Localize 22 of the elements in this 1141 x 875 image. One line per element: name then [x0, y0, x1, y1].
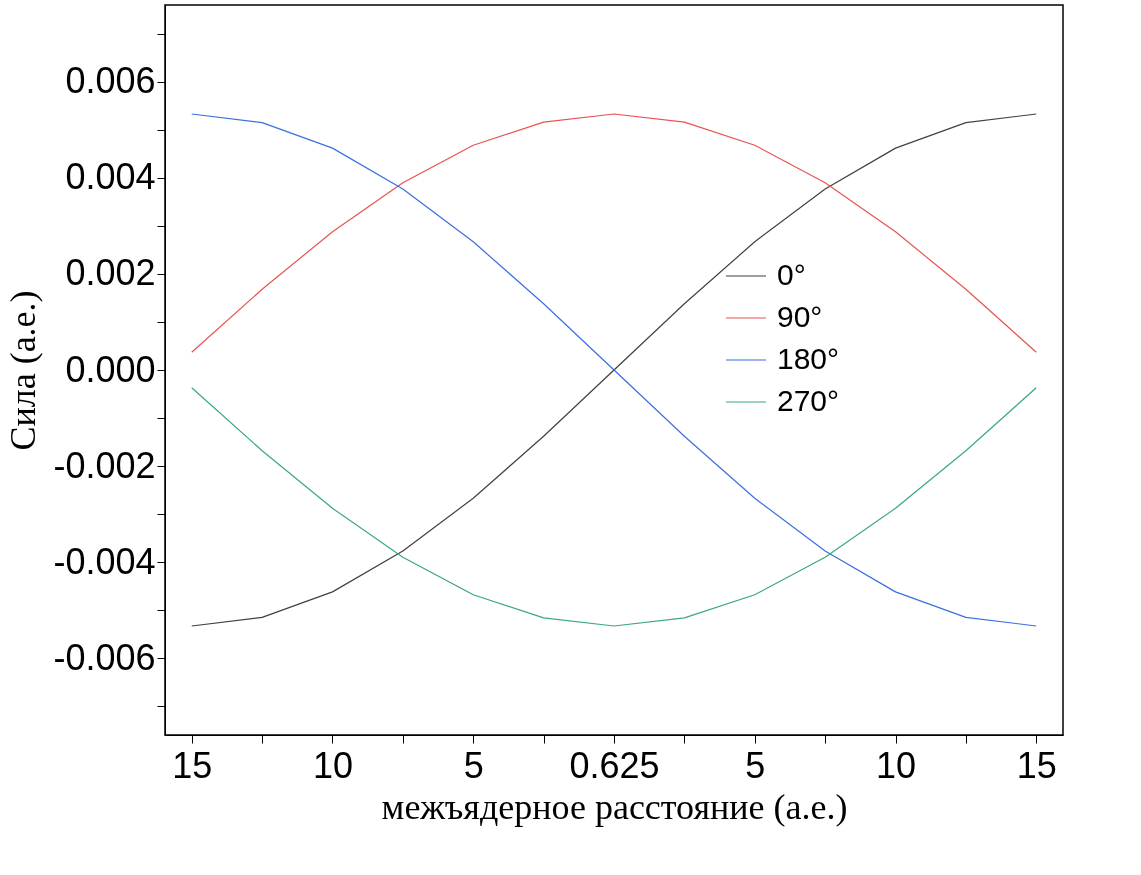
y-tick-label: -0.002 — [53, 444, 156, 486]
x-tick-label: 15 — [1016, 744, 1057, 786]
x-axis-title: межъядерное расстояние (а.е.) — [381, 786, 848, 827]
y-tick-label: -0.006 — [53, 636, 156, 678]
x-tick-label: 10 — [875, 744, 917, 786]
legend-label: 180° — [777, 342, 840, 375]
line-series — [191, 113, 1037, 627]
x-tick-label: 15 — [172, 744, 213, 786]
line-series — [191, 387, 1037, 627]
y-tick-label: 0.004 — [65, 156, 156, 198]
x-tick-label: 5 — [745, 744, 766, 786]
x-tick-label: 0.625 — [569, 744, 660, 786]
y-tick-label: 0.000 — [65, 348, 156, 390]
y-tick-label: 0.002 — [65, 252, 156, 294]
legend-label: 90° — [777, 300, 823, 333]
legend-label: 270° — [777, 384, 840, 417]
y-tick-label: 0.006 — [65, 60, 156, 102]
legend-label: 0° — [777, 258, 806, 291]
y-axis-title: Сила (а.е.) — [3, 290, 44, 451]
x-tick-label: 5 — [463, 744, 484, 786]
y-tick-label: -0.004 — [53, 540, 156, 582]
x-tick-label: 10 — [312, 744, 354, 786]
